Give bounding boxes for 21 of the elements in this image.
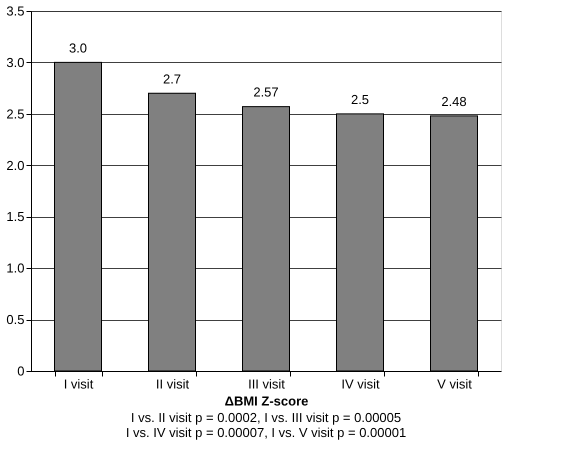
y-tick-label: 3.0 (6, 54, 24, 70)
x-tick-label: III visit (248, 376, 286, 392)
y-tick-label: 3.5 (6, 4, 24, 18)
y-tick-label: 0.5 (6, 312, 24, 328)
data-label: 2.48 (441, 94, 467, 109)
x-tick-label: II visit (156, 376, 190, 392)
data-label: 2.5 (350, 92, 370, 107)
text: I vs. IV visit p = 0.00007, I vs. V visit p = 0.00001 (126, 425, 406, 440)
x-tick-label: IV visit (341, 376, 380, 392)
data-label: 2.7 (162, 71, 182, 86)
x-tick-label: V visit (437, 376, 472, 392)
x-tick-label: I visit (64, 376, 94, 392)
y-tick-label: 1.5 (6, 209, 24, 224)
y-tick-label: 1.0 (6, 260, 24, 276)
text: I vs. II visit p = 0.0002, I vs. III visit p = 0.00005 (130, 410, 402, 425)
y-tick-label: 2.0 (6, 158, 24, 173)
data-label: 2.57 (253, 84, 279, 100)
data-label: 3.0 (68, 40, 88, 56)
y-tick-label: 0 (17, 364, 24, 378)
x-axis-title: ΔBMI Z-score (224, 394, 308, 408)
y-tick-label: 2.5 (6, 106, 24, 122)
